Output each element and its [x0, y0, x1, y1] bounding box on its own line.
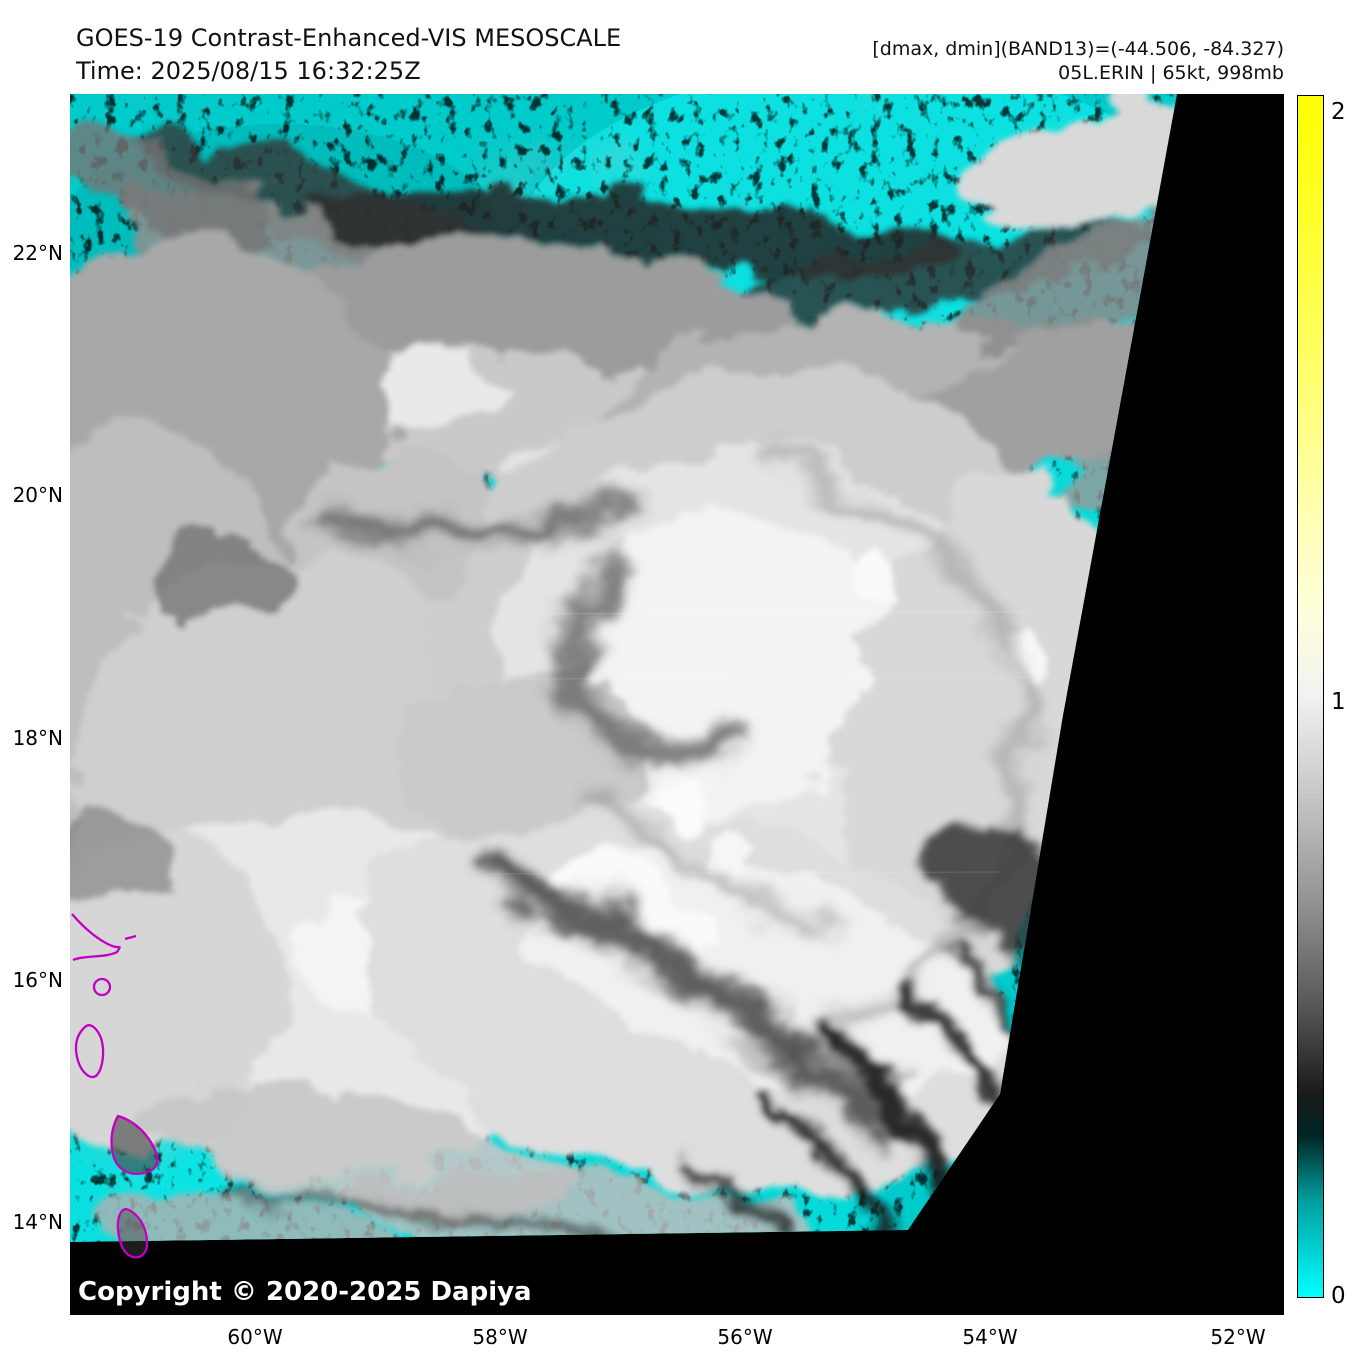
lat-label-18n: 18°N — [12, 726, 63, 750]
lat-label-22n: 22°N — [12, 241, 63, 265]
timestamp-label: Time: 2025/08/15 16:32:25Z — [76, 57, 421, 85]
band-stats-label: [dmax, dmin](BAND13)=(-44.506, -84.327) — [872, 38, 1284, 60]
lon-label-52w: 52°W — [1210, 1325, 1266, 1349]
colorbar-tick-1: 1 — [1331, 689, 1346, 715]
storm-info-label: 05L.ERIN | 65kt, 998mb — [1058, 62, 1284, 84]
colorbar-tick-0: 0 — [1331, 1283, 1346, 1309]
map-plot: Copyright © 2020-2025 Dapiya — [70, 94, 1284, 1315]
lat-label-16n: 16°N — [12, 968, 63, 992]
satellite-image — [70, 94, 1284, 1315]
lon-label-60w: 60°W — [227, 1325, 283, 1349]
lon-label-54w: 54°W — [962, 1325, 1018, 1349]
coastline-overlay — [71, 913, 159, 1259]
lon-label-56w: 56°W — [717, 1325, 773, 1349]
copyright-label: Copyright © 2020-2025 Dapiya — [78, 1277, 532, 1307]
colorbar — [1297, 95, 1324, 1298]
lat-label-14n: 14°N — [12, 1210, 63, 1234]
data-region — [70, 94, 1177, 1242]
product-title: GOES-19 Contrast-Enhanced-VIS MESOSCALE — [76, 24, 622, 52]
lon-label-58w: 58°W — [472, 1325, 528, 1349]
colorbar-tick-2: 2 — [1331, 99, 1346, 125]
lat-label-20n: 20°N — [12, 483, 63, 507]
